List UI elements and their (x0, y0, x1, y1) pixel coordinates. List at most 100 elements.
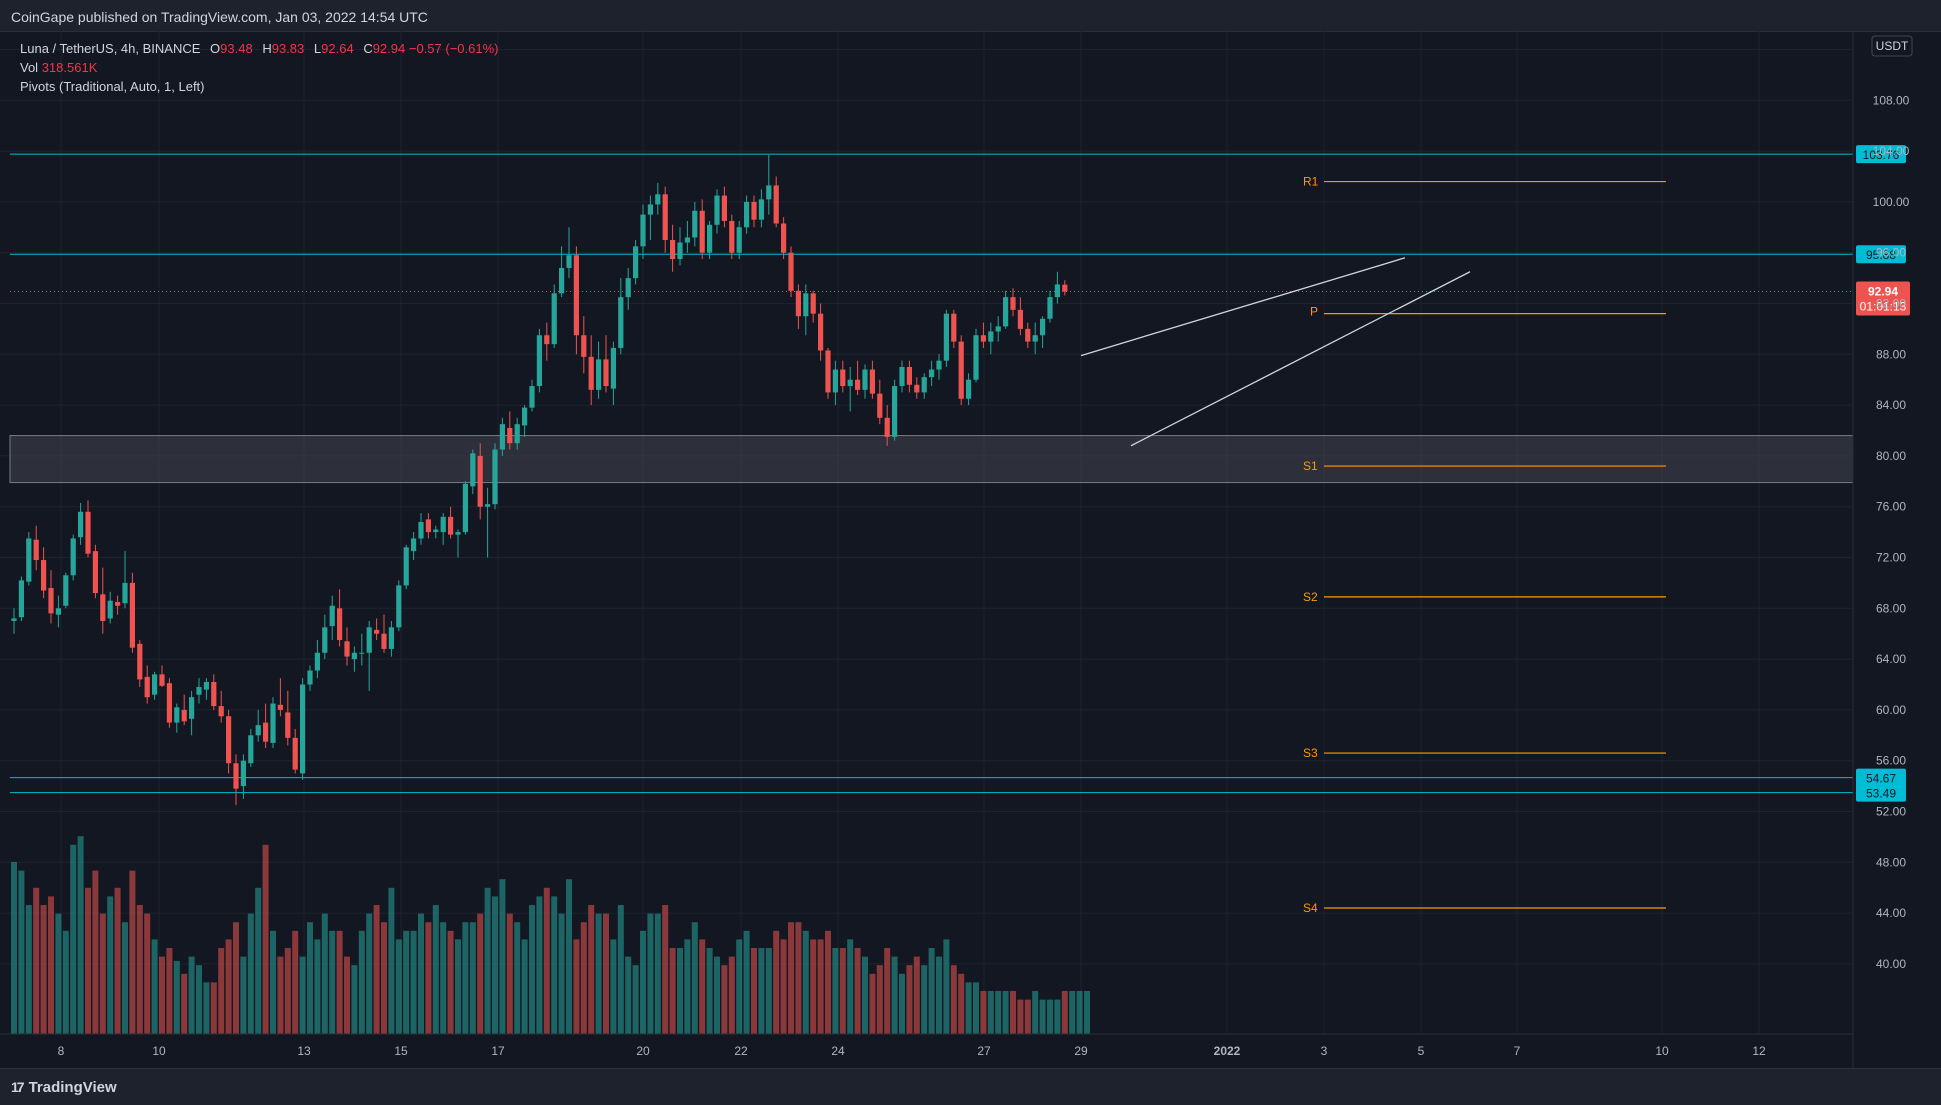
volume-bar (995, 991, 1002, 1034)
candle-body (70, 538, 76, 576)
volume-bar (506, 913, 513, 1034)
candle-body (351, 652, 357, 660)
candle-body (374, 629, 380, 634)
volume-bar (950, 965, 957, 1034)
candle-body (677, 242, 683, 260)
time-axis[interactable]: 8 10 13 15 17 20 22 24 27 29 2022 3 5 7 10 12 (58, 1044, 1766, 1058)
candle-body (226, 716, 232, 764)
candle-body (181, 709, 187, 722)
candle-body (492, 449, 498, 505)
volume-bar (943, 939, 950, 1034)
volume-bar (240, 956, 247, 1034)
volume-bar (854, 948, 861, 1034)
candle-body (529, 386, 535, 408)
candle-body (366, 627, 372, 653)
candle-body (189, 697, 195, 719)
volume-bar (1017, 999, 1024, 1034)
volume-bar (299, 956, 306, 1034)
volume-bar (617, 905, 624, 1034)
candle-body (633, 246, 639, 279)
candle-body (855, 379, 861, 390)
volume-bar (795, 922, 802, 1034)
volume-bar (736, 939, 743, 1034)
time-tick-label: 24 (831, 1044, 845, 1058)
candle-body (684, 237, 690, 243)
candle-body (921, 377, 927, 393)
volume-bar (425, 922, 432, 1034)
level-price-label: 53.49 (1866, 787, 1896, 801)
low-value: 92.64 (321, 41, 354, 56)
volume-bar (181, 973, 188, 1034)
level-price-tag (1856, 145, 1906, 164)
price-axis[interactable]: 103.7695.8854.6753.4992.9401:01:13112.00… (1856, 43, 1910, 971)
volume-bar (218, 948, 225, 1034)
volume-bar (499, 879, 506, 1034)
candle-body (396, 585, 402, 628)
candle-body (277, 704, 283, 710)
candle-body (433, 529, 439, 533)
symbol-label[interactable]: Luna / TetherUS, 4h, BINANCE (20, 41, 201, 56)
volume-bar (366, 913, 373, 1034)
pivot-label: R2 (1303, 31, 1319, 32)
tradingview-logo[interactable]: 17 TradingView (11, 1079, 117, 1096)
candle-body (115, 601, 121, 606)
candle-body (751, 201, 757, 220)
volume-bar (721, 965, 728, 1034)
candle-body (729, 220, 735, 253)
candle-body (11, 618, 17, 621)
candle-body (440, 516, 446, 533)
pivot-label: R1 (1303, 175, 1319, 189)
candle-body (1010, 297, 1016, 310)
candle-body (329, 605, 335, 627)
candle-body (1032, 335, 1038, 342)
candle-body (78, 511, 84, 538)
volume-bar (129, 870, 136, 1034)
price-tick-label: 52.00 (1876, 805, 1906, 819)
level-price-label: 95.88 (1866, 248, 1896, 262)
candle-body (906, 367, 912, 385)
volume-label[interactable]: Vol (20, 60, 39, 75)
candle-body (92, 551, 98, 594)
volume-bar (351, 965, 358, 1034)
candle-body (129, 582, 135, 648)
candle-body (263, 722, 269, 742)
volume-bar (817, 939, 824, 1034)
candle-body (929, 369, 935, 378)
candle-body (936, 360, 942, 370)
candle-body (255, 725, 261, 736)
candle-body (647, 204, 653, 215)
countdown-label: 01:01:13 (1860, 300, 1907, 314)
pivot-lines: R2 R1 P S1 S2 S3 S4 (1303, 31, 1666, 915)
candle-body (810, 293, 816, 314)
candle-body (18, 580, 24, 618)
price-tick-label: 44.00 (1876, 906, 1906, 920)
candle-body (507, 427, 513, 444)
candle-body (766, 185, 772, 200)
volume-bar (336, 930, 343, 1034)
candle-body (788, 252, 794, 291)
candle-body (322, 627, 328, 653)
candle-body (388, 627, 394, 649)
volume-bar (469, 922, 476, 1034)
currency-badge[interactable]: USDT (1871, 35, 1913, 57)
volume-bar (210, 982, 217, 1034)
volume-bar (55, 913, 62, 1034)
level-price-tag (1856, 783, 1906, 802)
pivots-indicator-label[interactable]: Pivots (Traditional, Auto, 1, Left) (20, 79, 205, 94)
volume-bar (307, 922, 313, 1034)
candle-body (781, 223, 787, 253)
candle-body (270, 703, 276, 743)
pivot-label: P (1310, 305, 1318, 319)
volume-bar (677, 948, 683, 1034)
candle-body (485, 504, 491, 507)
candle-body (137, 643, 143, 680)
volume-bar (344, 956, 350, 1034)
volume-bar (543, 887, 550, 1034)
time-tick-label: 27 (977, 1044, 991, 1058)
candle-body (892, 386, 898, 437)
time-tick-label: 22 (734, 1044, 748, 1058)
volume-bar (773, 930, 780, 1034)
volume-bar (321, 913, 328, 1034)
volume-bar (262, 844, 269, 1034)
